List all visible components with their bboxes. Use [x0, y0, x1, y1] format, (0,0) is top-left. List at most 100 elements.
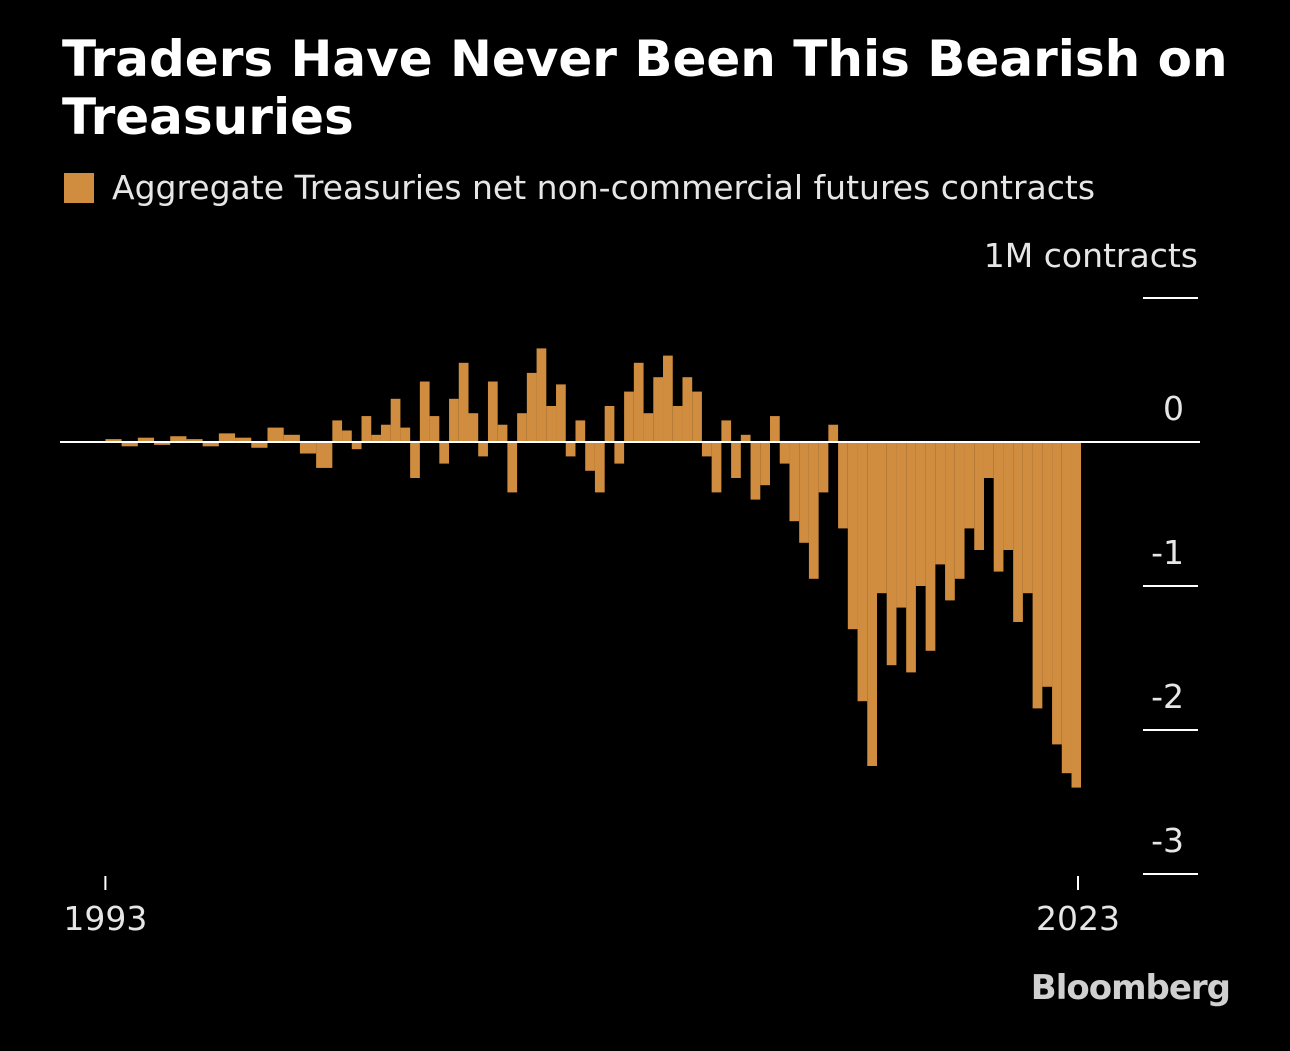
data-bar — [789, 442, 800, 522]
data-bar — [546, 406, 557, 442]
data-bar — [137, 437, 155, 442]
data-bar — [847, 442, 858, 630]
legend: Aggregate Treasuries net non-commercial … — [64, 168, 1095, 207]
data-bar — [342, 430, 352, 442]
data-bar — [202, 442, 219, 447]
data-bar — [1013, 442, 1023, 622]
data-bar — [838, 442, 848, 529]
data-bar — [701, 442, 712, 457]
data-bar — [429, 416, 440, 442]
y-tick-label: -3 — [1151, 821, 1184, 860]
data-bar — [721, 420, 732, 442]
data-bar — [410, 442, 420, 478]
data-bar — [267, 427, 284, 442]
data-bar — [624, 391, 634, 442]
data-bar — [808, 442, 819, 579]
data-bar — [332, 420, 343, 442]
data-bar — [1003, 442, 1014, 550]
data-bar — [170, 436, 187, 442]
data-bar — [507, 442, 518, 493]
data-bar — [186, 439, 203, 442]
data-bar — [251, 442, 268, 448]
data-bar — [906, 442, 916, 673]
data-bar — [1052, 442, 1062, 745]
data-bar — [439, 442, 450, 464]
data-bar — [935, 442, 946, 565]
data-bar — [663, 355, 673, 442]
data-bar — [575, 420, 586, 442]
data-bar — [517, 413, 527, 442]
data-bar — [121, 442, 138, 447]
data-bar — [974, 442, 984, 550]
data-bar — [604, 406, 615, 442]
data-bar — [993, 442, 1004, 572]
data-bar — [154, 442, 171, 445]
legend-swatch — [64, 172, 94, 203]
data-bar — [896, 442, 907, 608]
y-tick-label: -2 — [1151, 677, 1184, 716]
y-tick-label: 0 — [1163, 389, 1184, 428]
data-bar — [653, 377, 664, 442]
data-bar — [876, 442, 887, 594]
data-bar — [400, 427, 411, 442]
data-bar — [740, 434, 751, 442]
data-bar — [945, 442, 955, 601]
data-bar — [1042, 442, 1053, 687]
data-bar — [1078, 442, 1081, 788]
y-axis-unit-label: 1M contracts — [983, 236, 1198, 275]
data-bar — [458, 362, 469, 442]
data-bar — [105, 439, 122, 442]
data-bar — [1022, 442, 1033, 594]
data-bar — [818, 442, 829, 493]
data-bar — [828, 424, 839, 442]
data-bar — [1071, 442, 1078, 788]
data-bar — [536, 348, 547, 442]
data-bar — [614, 442, 625, 464]
data-bar — [731, 442, 741, 478]
data-bar — [692, 391, 702, 442]
data-bar — [633, 362, 644, 442]
data-bar — [585, 442, 595, 471]
data-bar — [964, 442, 975, 529]
data-bar — [770, 416, 780, 442]
data-bar — [779, 442, 790, 464]
data-bar — [419, 381, 430, 442]
data-bar — [235, 437, 252, 442]
data-bar — [915, 442, 926, 586]
data-bar — [316, 442, 333, 468]
chart-title: Traders Have Never Been This Bearish on … — [62, 30, 1228, 146]
legend-label: Aggregate Treasuries net non-commercial … — [112, 168, 1096, 207]
data-bar — [390, 398, 401, 442]
data-bar — [556, 384, 566, 442]
data-bar — [1061, 442, 1072, 774]
data-bar — [867, 442, 877, 766]
data-bar — [760, 442, 771, 486]
x-tick-label: 2023 — [1036, 899, 1120, 938]
data-bar — [925, 442, 936, 651]
data-bar — [468, 413, 479, 442]
x-tick-label: 1993 — [63, 899, 147, 938]
data-bar — [799, 442, 809, 543]
data-bar — [750, 442, 761, 500]
data-bar — [449, 398, 459, 442]
data-bar — [643, 413, 654, 442]
data-bar — [478, 442, 488, 457]
data-bar — [497, 424, 508, 442]
data-bar — [565, 442, 576, 457]
data-bar — [361, 416, 372, 442]
y-tick-label: -1 — [1151, 533, 1184, 572]
data-bar — [983, 442, 994, 478]
data-bar — [299, 442, 317, 454]
data-bar — [218, 433, 236, 442]
data-bar — [594, 442, 605, 493]
data-bar — [954, 442, 965, 579]
data-bar — [682, 377, 693, 442]
data-bar — [351, 442, 362, 450]
data-bar — [1032, 442, 1043, 709]
source-label: Bloomberg — [1030, 968, 1231, 1008]
data-bar — [857, 442, 868, 702]
data-bar — [526, 372, 537, 442]
data-bar — [672, 406, 683, 442]
data-bar — [711, 442, 722, 493]
